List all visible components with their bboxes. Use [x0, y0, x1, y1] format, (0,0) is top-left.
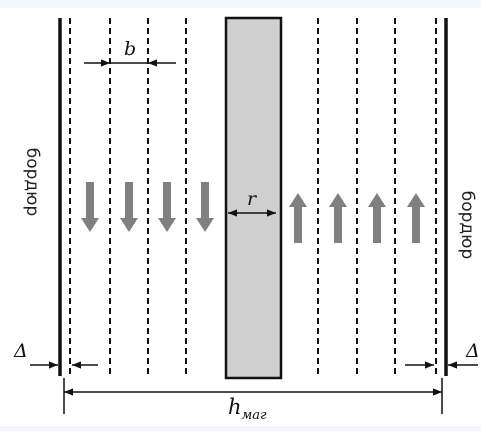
strip-offset-dimension: r	[228, 188, 276, 217]
lane-width-dimension: b	[84, 38, 176, 67]
arrow-up-icon	[407, 193, 425, 243]
border-label-left: бордюр	[22, 148, 42, 217]
edge-gap-left-dimension: Δ	[13, 340, 98, 369]
edge-gap-right-dimension: Δ	[405, 340, 480, 369]
arrow-down-icon	[120, 182, 138, 232]
arrow-down-icon	[196, 182, 214, 232]
strip-offset-label: r	[247, 188, 258, 210]
arrow-down-icon	[81, 182, 99, 232]
up-arrows	[289, 193, 425, 243]
arrow-up-icon	[368, 193, 386, 243]
lane-width-label: b	[124, 38, 136, 60]
arrow-up-icon	[329, 193, 347, 243]
carriageway-width-label: hмаг	[228, 395, 267, 423]
down-arrows	[81, 182, 214, 232]
median-strip	[224, 16, 283, 380]
carriageway-width-dimension: hмаг	[63, 378, 443, 423]
arrow-up-icon	[289, 193, 307, 243]
border-label-right: бордюр	[457, 191, 477, 260]
edge-gap-right-label: Δ	[465, 340, 480, 362]
arrow-down-icon	[158, 182, 176, 232]
edge-gap-left-label: Δ	[13, 340, 28, 362]
